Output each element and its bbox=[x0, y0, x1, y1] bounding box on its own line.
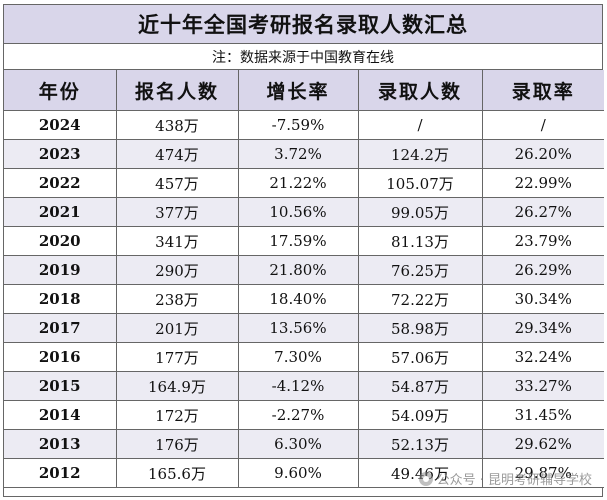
table-row: 2021 377万 10.56% 99.05万 26.27% bbox=[4, 197, 604, 227]
cell-year: 2022 bbox=[4, 168, 117, 198]
table-row: 2015 164.9万 -4.12% 54.87万 33.27% bbox=[4, 371, 604, 401]
cell-admitted: 81.13万 bbox=[357, 226, 483, 256]
cell-applicants: 377万 bbox=[115, 197, 239, 227]
cell-admitted: 99.05万 bbox=[357, 197, 483, 227]
header-row: 年份 报名人数 增长率 录取人数 录取率 bbox=[4, 70, 604, 111]
cell-applicants: 438万 bbox=[115, 110, 239, 140]
header-admitted: 录取人数 bbox=[357, 70, 483, 111]
header-admission-rate: 录取率 bbox=[481, 70, 604, 111]
table-row: 2022 457万 21.22% 105.07万 22.99% bbox=[4, 168, 604, 198]
cell-admitted: 105.07万 bbox=[357, 168, 483, 198]
header-growth-rate: 增长率 bbox=[237, 70, 359, 111]
cell-admitted: 54.09万 bbox=[357, 400, 483, 430]
watermark-text: 公众号 · 昆明考研辅导学校 bbox=[436, 473, 592, 488]
cell-admission-rate: 29.62% bbox=[481, 429, 604, 459]
cell-growth-rate: 17.59% bbox=[237, 226, 359, 256]
cell-growth-rate: 21.22% bbox=[237, 168, 359, 198]
cell-admission-rate: 32.24% bbox=[481, 342, 604, 372]
cell-growth-rate: 7.30% bbox=[237, 342, 359, 372]
table-row: 2020 341万 17.59% 81.13万 23.79% bbox=[4, 226, 604, 256]
source-note: 注：数据来源于中国教育在线 bbox=[4, 44, 602, 70]
cell-year: 2023 bbox=[4, 139, 117, 169]
wechat-icon bbox=[418, 471, 433, 486]
cell-admitted: 52.13万 bbox=[357, 429, 483, 459]
cell-year: 2021 bbox=[4, 197, 117, 227]
cell-year: 2017 bbox=[4, 313, 117, 343]
cell-year: 2014 bbox=[4, 400, 117, 430]
cell-applicants: 341万 bbox=[115, 226, 239, 256]
table-row: 2023 474万 3.72% 124.2万 26.20% bbox=[4, 139, 604, 169]
cell-applicants: 176万 bbox=[115, 429, 239, 459]
cell-applicants: 457万 bbox=[115, 168, 239, 198]
cell-admission-rate: 33.27% bbox=[481, 371, 604, 401]
cell-admitted: 72.22万 bbox=[357, 284, 483, 314]
cell-admitted: 124.2万 bbox=[357, 139, 483, 169]
cell-growth-rate: -7.59% bbox=[237, 110, 359, 140]
cell-growth-rate: 6.30% bbox=[237, 429, 359, 459]
cell-year: 2013 bbox=[4, 429, 117, 459]
cell-admission-rate: 31.45% bbox=[481, 400, 604, 430]
cell-admitted: 76.25万 bbox=[357, 255, 483, 285]
cell-admitted: 54.87万 bbox=[357, 371, 483, 401]
header-year: 年份 bbox=[4, 70, 117, 111]
cell-admission-rate: 29.34% bbox=[481, 313, 604, 343]
cell-admission-rate: 22.99% bbox=[481, 168, 604, 198]
cell-admission-rate: 26.20% bbox=[481, 139, 604, 169]
cell-year: 2019 bbox=[4, 255, 117, 285]
cell-year: 2012 bbox=[4, 458, 117, 488]
table-title: 近十年全国考研报名录取人数汇总 bbox=[4, 5, 602, 44]
cell-growth-rate: -2.27% bbox=[237, 400, 359, 430]
summary-table-sheet: 近十年全国考研报名录取人数汇总 注：数据来源于中国教育在线 年份 报名人数 增长… bbox=[3, 4, 604, 497]
cell-applicants: 172万 bbox=[115, 400, 239, 430]
cell-year: 2018 bbox=[4, 284, 117, 314]
cell-growth-rate: 10.56% bbox=[237, 197, 359, 227]
cell-admission-rate: 26.29% bbox=[481, 255, 604, 285]
cell-admission-rate: 26.27% bbox=[481, 197, 604, 227]
table-row: 2018 238万 18.40% 72.22万 30.34% bbox=[4, 284, 604, 314]
cell-admitted: 58.98万 bbox=[357, 313, 483, 343]
cell-applicants: 238万 bbox=[115, 284, 239, 314]
table-body: 2024 438万 -7.59% //2023 474万 3.72% 124.2万 26.20… bbox=[4, 110, 604, 488]
data-table: 年份 报名人数 增长率 录取人数 录取率 2024 438万 -7.59% //202… bbox=[4, 70, 604, 488]
header-applicants: 报名人数 bbox=[115, 70, 239, 111]
cell-admitted: 57.06万 bbox=[357, 342, 483, 372]
cell-growth-rate: 9.60% bbox=[237, 458, 359, 488]
cell-admission-rate: / bbox=[481, 110, 604, 140]
cell-applicants: 164.9万 bbox=[115, 371, 239, 401]
cell-year: 2024 bbox=[4, 110, 117, 140]
cell-growth-rate: 3.72% bbox=[237, 139, 359, 169]
cell-admitted: / bbox=[357, 110, 483, 140]
cell-growth-rate: 18.40% bbox=[237, 284, 359, 314]
cell-applicants: 201万 bbox=[115, 313, 239, 343]
table-row: 2013 176万 6.30% 52.13万 29.62% bbox=[4, 429, 604, 459]
table-row: 2017 201万 13.56% 58.98万 29.34% bbox=[4, 313, 604, 343]
cell-applicants: 474万 bbox=[115, 139, 239, 169]
cell-growth-rate: -4.12% bbox=[237, 371, 359, 401]
cell-growth-rate: 21.80% bbox=[237, 255, 359, 285]
table-row: 2014 172万 -2.27% 54.09万 31.45% bbox=[4, 400, 604, 430]
cell-year: 2015 bbox=[4, 371, 117, 401]
watermark: 公众号 · 昆明考研辅导学校 bbox=[418, 469, 592, 488]
cell-admission-rate: 29.87% bbox=[481, 458, 604, 488]
cell-applicants: 290万 bbox=[115, 255, 239, 285]
cell-admission-rate: 23.79% bbox=[481, 226, 604, 256]
cell-year: 2020 bbox=[4, 226, 117, 256]
table-row: 2024 438万 -7.59% / / bbox=[4, 110, 604, 140]
cell-admission-rate: 30.34% bbox=[481, 284, 604, 314]
cell-year: 2016 bbox=[4, 342, 117, 372]
cell-growth-rate: 13.56% bbox=[237, 313, 359, 343]
table-row: 2019 290万 21.80% 76.25万 26.29% bbox=[4, 255, 604, 285]
cell-applicants: 165.6万 bbox=[115, 458, 239, 488]
cell-applicants: 177万 bbox=[115, 342, 239, 372]
table-row: 2016 177万 7.30% 57.06万 32.24% bbox=[4, 342, 604, 372]
